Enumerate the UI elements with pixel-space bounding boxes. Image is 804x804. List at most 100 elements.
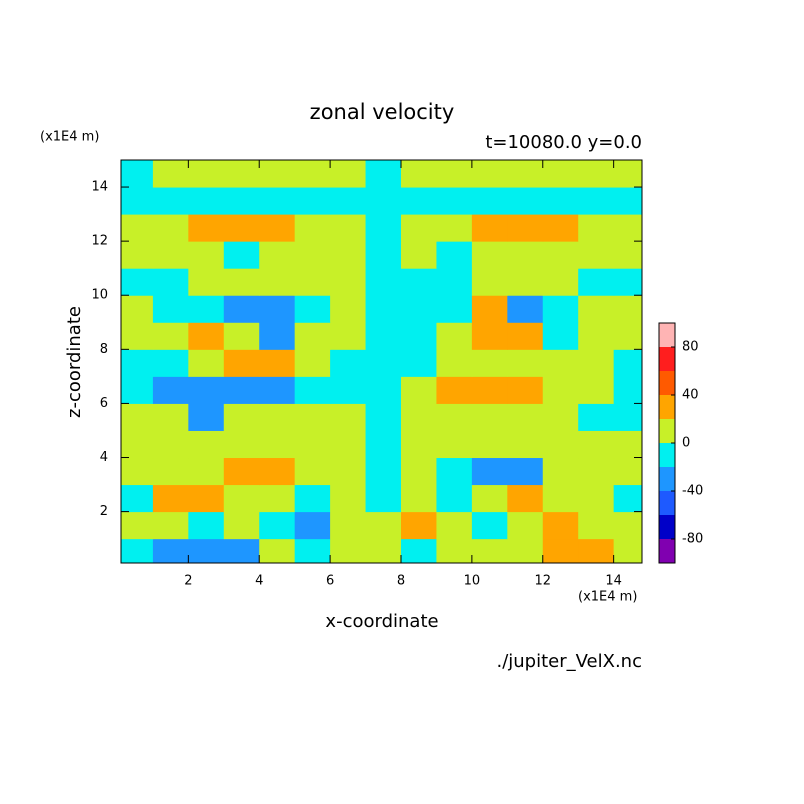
contour-cell: [365, 376, 402, 404]
y-tick-label: 2: [100, 504, 108, 519]
contour-cell: [188, 295, 225, 323]
contour-cell: [578, 376, 615, 404]
contour-cell: [259, 484, 296, 513]
contour-cell: [613, 403, 643, 431]
contour-cell: [294, 187, 331, 215]
contour-cell: [121, 376, 154, 404]
colorbar-tick-label: 40: [682, 388, 699, 403]
contour-cell: [223, 214, 260, 242]
contour-cell: [436, 295, 473, 323]
contour-cell: [121, 484, 154, 513]
contour-cell: [330, 295, 367, 323]
contour-cell: [188, 538, 225, 564]
contour-cell: [542, 214, 579, 242]
contour-cell: [471, 187, 508, 215]
contour-cell: [578, 538, 615, 564]
contour-cell: [330, 484, 367, 513]
contour-cell: [471, 322, 508, 350]
contour-cell: [223, 268, 260, 296]
contour-cell: [400, 403, 437, 431]
contour-cell: [121, 268, 154, 296]
contour-cell: [294, 349, 331, 377]
contour-cell: [223, 457, 260, 486]
contour-cell: [471, 457, 508, 486]
contour-cell: [330, 214, 367, 242]
contour-cell: [578, 268, 615, 296]
contour-cell: [365, 484, 402, 513]
contour-cell: [542, 457, 579, 486]
source-label: ./jupiter_VelX.nc: [496, 651, 642, 672]
x-axis-label: x-coordinate: [325, 611, 438, 632]
x-tick-label: 2: [184, 574, 192, 589]
contour-cell: [400, 484, 437, 513]
contour-cell: [152, 484, 189, 513]
contour-cell: [613, 295, 643, 323]
y-tick-label: 10: [91, 288, 108, 303]
contour-cell: [294, 403, 331, 431]
contour-cell: [436, 538, 473, 564]
contour-cell: [152, 322, 189, 350]
contour-cell: [436, 430, 473, 459]
contour-cell: [578, 160, 615, 188]
contour-cell: [330, 268, 367, 296]
contour-cell: [223, 322, 260, 350]
y-tick-label: 8: [100, 342, 108, 357]
x-tick-label: 8: [397, 574, 405, 589]
contour-cell: [578, 484, 615, 513]
contour-cell: [259, 322, 296, 350]
contour-cell: [294, 160, 331, 188]
contour-cell: [507, 484, 544, 513]
contour-cell: [259, 268, 296, 296]
contour-cell: [188, 403, 225, 431]
contour-cell: [507, 268, 544, 296]
contour-cell: [365, 214, 402, 242]
contour-cell: [542, 187, 579, 215]
contour-cell: [121, 214, 154, 242]
contour-cell: [223, 538, 260, 564]
contour-cell: [294, 214, 331, 242]
contour-cell: [507, 511, 544, 540]
contour-cell: [542, 511, 579, 540]
x-tick-label: 14: [605, 574, 622, 589]
contour-cell: [152, 160, 189, 188]
contour-cell: [330, 187, 367, 215]
contour-cell: [294, 241, 331, 269]
contour-cell: [578, 403, 615, 431]
contour-cell: [365, 538, 402, 564]
y-tick-label: 4: [100, 450, 108, 465]
colorbar-bin: [659, 491, 675, 515]
contour-cell: [507, 538, 544, 564]
contour-cell: [578, 241, 615, 269]
contour-cell: [259, 214, 296, 242]
contour-cell: [471, 214, 508, 242]
contour-cell: [223, 349, 260, 377]
contour-cell: [613, 160, 643, 188]
contour-cell: [436, 241, 473, 269]
contour-cell: [188, 457, 225, 486]
contour-cell: [259, 403, 296, 431]
contour-cell: [507, 322, 544, 350]
colorbar-bin: [659, 539, 675, 563]
x-tick-label: 10: [464, 574, 481, 589]
contour-cell: [542, 268, 579, 296]
contour-cell: [613, 457, 643, 486]
contour-cell: [400, 322, 437, 350]
contour-cell: [365, 187, 402, 215]
contour-cell: [436, 403, 473, 431]
contour-cell: [578, 295, 615, 323]
contour-cell: [578, 187, 615, 215]
colorbar-tick-label: 80: [682, 340, 699, 355]
contour-cell: [400, 349, 437, 377]
contour-cell: [436, 160, 473, 188]
contour-cell: [188, 322, 225, 350]
contour-cell: [152, 403, 189, 431]
contour-cell: [152, 538, 189, 564]
contour-cell: [471, 268, 508, 296]
contour-cell: [259, 457, 296, 486]
contour-cell: [471, 511, 508, 540]
contour-cell: [542, 241, 579, 269]
contour-cell: [578, 214, 615, 242]
contour-cell: [436, 484, 473, 513]
contour-cell: [152, 349, 189, 377]
contour-cell: [259, 295, 296, 323]
